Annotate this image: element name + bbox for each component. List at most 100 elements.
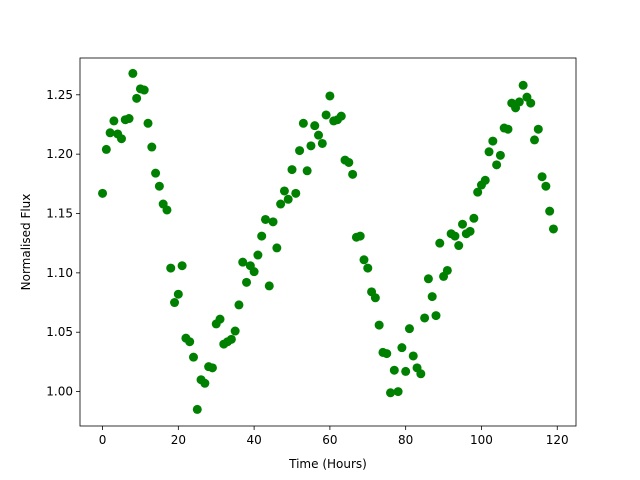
point: [370, 293, 380, 303]
y-tick-label: 1.25: [46, 88, 73, 102]
point: [393, 387, 403, 397]
point: [207, 363, 217, 373]
x-tick-label: 20: [171, 433, 186, 447]
point: [404, 324, 414, 334]
point: [249, 267, 259, 277]
point: [154, 181, 164, 191]
y-tick-label: 1.05: [46, 325, 73, 339]
point: [143, 118, 153, 128]
point: [442, 265, 452, 275]
point: [151, 168, 161, 178]
point: [473, 187, 483, 197]
point: [454, 241, 464, 251]
point: [279, 186, 289, 196]
point: [533, 124, 543, 134]
point: [177, 261, 187, 271]
point: [276, 199, 286, 209]
point: [242, 277, 252, 287]
point: [355, 231, 365, 241]
point: [162, 205, 172, 215]
point: [321, 110, 331, 120]
point: [314, 130, 324, 140]
point: [548, 224, 558, 234]
point: [234, 300, 244, 310]
point: [336, 111, 346, 121]
point: [101, 144, 111, 154]
point: [226, 334, 236, 344]
point: [166, 263, 176, 273]
point: [492, 160, 502, 170]
point: [530, 135, 540, 145]
point: [268, 217, 278, 227]
plot-frame: [79, 57, 577, 427]
point: [503, 124, 513, 134]
point: [427, 292, 437, 302]
point: [348, 169, 358, 179]
point: [344, 157, 354, 167]
point: [287, 165, 297, 175]
point: [238, 257, 248, 267]
point: [450, 231, 460, 241]
point: [431, 311, 441, 321]
point: [173, 289, 183, 299]
point: [469, 213, 479, 223]
point: [397, 343, 407, 353]
point: [128, 68, 138, 78]
point: [374, 320, 384, 330]
y-axis-label: Normalised Flux: [19, 194, 33, 291]
point: [257, 231, 267, 241]
point: [253, 250, 263, 260]
x-tick-label: 100: [470, 433, 493, 447]
point: [526, 98, 536, 108]
point: [382, 349, 392, 359]
point: [116, 134, 126, 144]
point: [310, 121, 320, 131]
point: [306, 141, 316, 151]
x-tick-label: 0: [99, 433, 107, 447]
point: [230, 326, 240, 336]
point: [514, 97, 524, 107]
point: [272, 243, 282, 253]
point: [98, 188, 108, 198]
point: [291, 188, 301, 198]
point: [200, 378, 210, 388]
point: [298, 118, 308, 128]
point: [518, 80, 528, 90]
point: [317, 138, 327, 148]
point: [295, 146, 305, 156]
point: [363, 263, 373, 273]
point: [537, 172, 547, 182]
point: [192, 404, 202, 414]
point: [484, 147, 494, 157]
point: [147, 142, 157, 152]
point: [185, 337, 195, 347]
point: [389, 365, 399, 375]
y-tick-label: 1.00: [46, 385, 73, 399]
point: [408, 351, 418, 361]
point: [188, 352, 198, 362]
point: [480, 175, 490, 185]
point: [105, 128, 115, 138]
point: [420, 313, 430, 323]
point: [488, 136, 498, 146]
point: [423, 274, 433, 284]
point: [302, 166, 312, 176]
point: [359, 255, 369, 265]
point: [139, 85, 149, 95]
x-axis-label: Time (Hours): [288, 457, 367, 471]
point: [264, 281, 274, 291]
point: [325, 91, 335, 101]
point: [132, 93, 142, 103]
point: [545, 206, 555, 216]
x-tick-label: 60: [322, 433, 337, 447]
point: [386, 388, 396, 398]
point: [283, 194, 293, 204]
point: [124, 114, 134, 124]
x-tick-label: 120: [546, 433, 569, 447]
y-tick-label: 1.10: [46, 266, 73, 280]
point: [416, 369, 426, 379]
y-tick-label: 1.20: [46, 147, 73, 161]
point: [260, 214, 270, 224]
